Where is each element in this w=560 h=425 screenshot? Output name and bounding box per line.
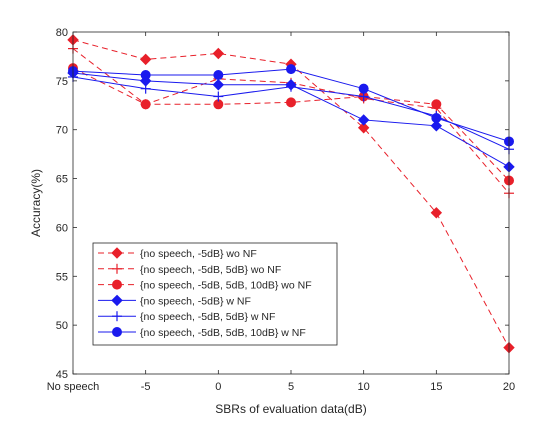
data-point (357, 114, 370, 126)
legend: {no speech, -5dB} wo NF {no speech, -5dB,… (92, 242, 338, 346)
x-tick-label: 15 (430, 381, 442, 393)
y-tick-label: 60 (56, 222, 68, 234)
legend-marker (111, 247, 123, 259)
x-tick-label: No speech (47, 381, 100, 393)
data-point (431, 99, 442, 110)
x-tick-label: 0 (215, 381, 221, 393)
legend-entry: {no speech, -5dB, 5dB, 10dB} w NF (98, 327, 306, 339)
y-tick-label: 80 (56, 27, 68, 39)
y-tick-label: 45 (56, 369, 68, 381)
data-point (212, 79, 225, 91)
legend-marker (112, 327, 122, 337)
legend-label: {no speech, -5dB, 5dB, 10dB} w NF (140, 327, 306, 339)
legend-label: {no speech, -5dB, 5dB, 10dB} wo NF (140, 280, 312, 292)
legend-marker (112, 311, 122, 322)
legend-label: {no speech, -5dB, 5dB} wo NF (140, 264, 281, 276)
legend-marker (111, 294, 123, 307)
legend-entry: {no speech, -5dB} wo NF (98, 247, 257, 260)
data-point (286, 64, 296, 75)
y-tick-label: 50 (56, 320, 68, 332)
legend-entry: {no speech, -5dB, 5dB} w NF (98, 311, 275, 323)
legend-box (92, 242, 338, 346)
data-point (430, 207, 443, 219)
y-tick-label: 75 (56, 76, 68, 88)
data-point (431, 112, 442, 123)
legend-entry: {no speech, -5dB} w NF (98, 294, 251, 307)
series-group (67, 34, 515, 354)
data-point (286, 81, 296, 92)
data-point (430, 120, 443, 132)
x-tick-label: 10 (358, 381, 370, 393)
data-point (139, 53, 152, 66)
x-tick-label: -5 (141, 381, 151, 393)
legend-marker (112, 263, 122, 274)
data-point (213, 91, 224, 102)
legend-marker (112, 279, 122, 290)
legend-label: {no speech, -5dB} w NF (140, 295, 251, 307)
data-point (213, 69, 224, 80)
legend-entry: {no speech, -5dB, 5dB} wo NF (98, 263, 281, 276)
data-point (357, 122, 370, 134)
plot-frame (72, 31, 510, 375)
legend-label: {no speech, -5dB, 5dB} w NF (140, 311, 275, 323)
data-point (140, 83, 151, 94)
data-point (286, 97, 296, 108)
y-axis-label: Accuracy(%) (29, 169, 43, 237)
x-tick-label: 20 (503, 381, 515, 393)
data-point (358, 83, 369, 94)
legend-entry: {no speech, -5dB, 5dB, 10dB} wo NF (98, 279, 312, 292)
data-point (140, 69, 151, 80)
axes: 45 50 55 60 65 70 75 80 No speech -5 0 5 10 15 20 (47, 27, 515, 393)
data-point (212, 47, 225, 60)
x-tick-label: 5 (288, 381, 294, 393)
x-axis-label: SBRs of evaluation data(dB) (215, 402, 366, 416)
y-tick-label: 55 (56, 271, 68, 283)
y-tick-label: 65 (56, 174, 68, 186)
data-point (140, 99, 151, 110)
legend-label: {no speech, -5dB} wo NF (140, 248, 257, 260)
y-tick-label: 70 (56, 125, 68, 137)
